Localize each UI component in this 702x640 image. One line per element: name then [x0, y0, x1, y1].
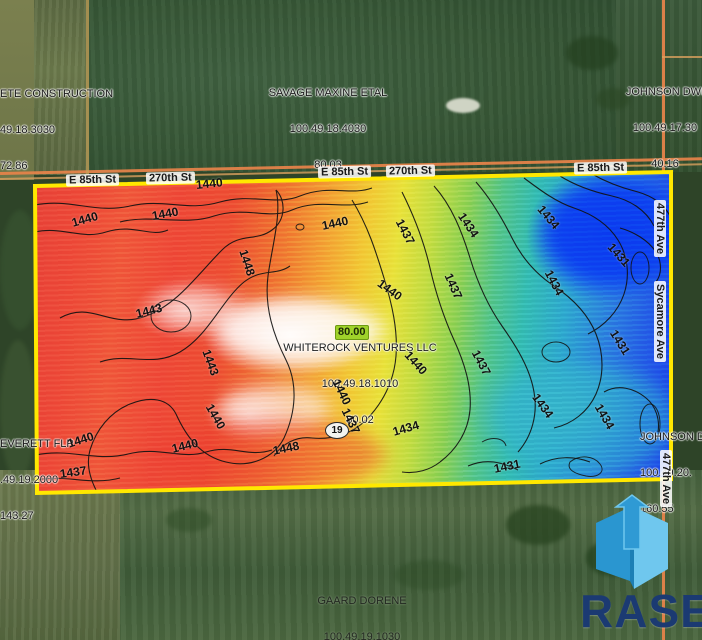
tree-cluster-north	[566, 36, 618, 70]
street-label-sycamore-ave[interactable]: Sycamore Ave	[654, 281, 666, 363]
tree-cluster-south	[506, 505, 570, 545]
aerial-field-north	[86, 0, 616, 172]
aerial-field-northeast	[616, 0, 702, 172]
parcel-acres: 40.16	[651, 158, 679, 170]
subject-parcel-label: WHITEROCK VENTURES LLC 100.49.18.1010 80…	[260, 318, 460, 450]
tree-cluster-southwest	[166, 508, 212, 532]
street-label-270th-mid[interactable]: 270th St	[385, 164, 435, 178]
parcel-acres: 143.27	[0, 510, 34, 522]
contour-label: 1440	[195, 175, 224, 192]
tree-cluster-northeast	[596, 88, 630, 110]
subject-parcel-acres: 80.02	[346, 414, 374, 426]
rase-wordmark: RASE	[580, 585, 702, 637]
parcel-label-everett-flp: EVERETT FLP .49.19.2000 143.27	[0, 414, 96, 546]
aerial-field-southwest	[0, 470, 120, 640]
aerial-field-west-strip	[0, 0, 34, 180]
parcel-number: 100.49.18.4030	[289, 123, 367, 135]
tree-row-west-lower	[0, 340, 36, 480]
rase-logo[interactable]: RASE	[580, 493, 702, 640]
parcel-owner: EVERETT FLP	[0, 438, 74, 450]
parcel-number: .49.19.2000	[0, 474, 59, 486]
parcel-owner: ETE CONSTRUCTION	[0, 88, 114, 100]
parcel-owner: JOHNSON DWI	[625, 86, 702, 98]
measured-acreage-badge[interactable]: 80.00	[335, 325, 369, 340]
parcel-label-johnson-dwi: JOHNSON DWI 100.49.17.30 40.16	[610, 62, 702, 194]
highway-marker-19[interactable]: 19	[325, 422, 349, 439]
tree-cluster-southeast	[394, 560, 464, 590]
cube-up-arrow-icon	[596, 494, 668, 589]
subject-parcel-number: 100.49.18.1010	[321, 378, 399, 390]
road-driveway-northeast	[662, 56, 702, 58]
parcel-label-savage-maxine: SAVAGE MAXINE ETAL 100.49.18.4030 80.03	[228, 63, 428, 195]
elevation-peak-c	[155, 288, 245, 328]
parcel-owner: JOHNSON D	[640, 431, 702, 443]
street-label-270th-west[interactable]: 270th St	[145, 171, 195, 185]
street-label-e85th-mid[interactable]: E 85th St	[317, 165, 372, 179]
parcel-label-gaard-dorene: GAARD DORENE 100.49.19.1030 80.05	[262, 571, 462, 640]
subject-parcel-owner: WHITEROCK VENTURES LLC	[283, 342, 437, 354]
road-section-line-west	[86, 0, 89, 176]
street-label-477th-ave-north[interactable]: 477th Ave	[654, 200, 666, 258]
parcel-number: 49.18.3030	[0, 124, 56, 136]
parcel-label-concrete-construction: ETE CONSTRUCTION 49.18.3030 72.86	[0, 64, 114, 196]
farm-pond	[446, 98, 480, 113]
parcel-acres: 72.86	[0, 160, 28, 172]
street-label-e85th-east[interactable]: E 85th St	[573, 161, 628, 175]
parcel-number: 100.49.19.1030	[323, 631, 401, 640]
street-label-e85th-west[interactable]: E 85th St	[65, 173, 120, 187]
parcel-owner: SAVAGE MAXINE ETAL	[268, 87, 388, 99]
tree-row-west	[0, 210, 40, 330]
parcel-owner: GAARD DORENE	[317, 595, 407, 607]
parcel-number: 100.49.17.30	[632, 122, 698, 134]
